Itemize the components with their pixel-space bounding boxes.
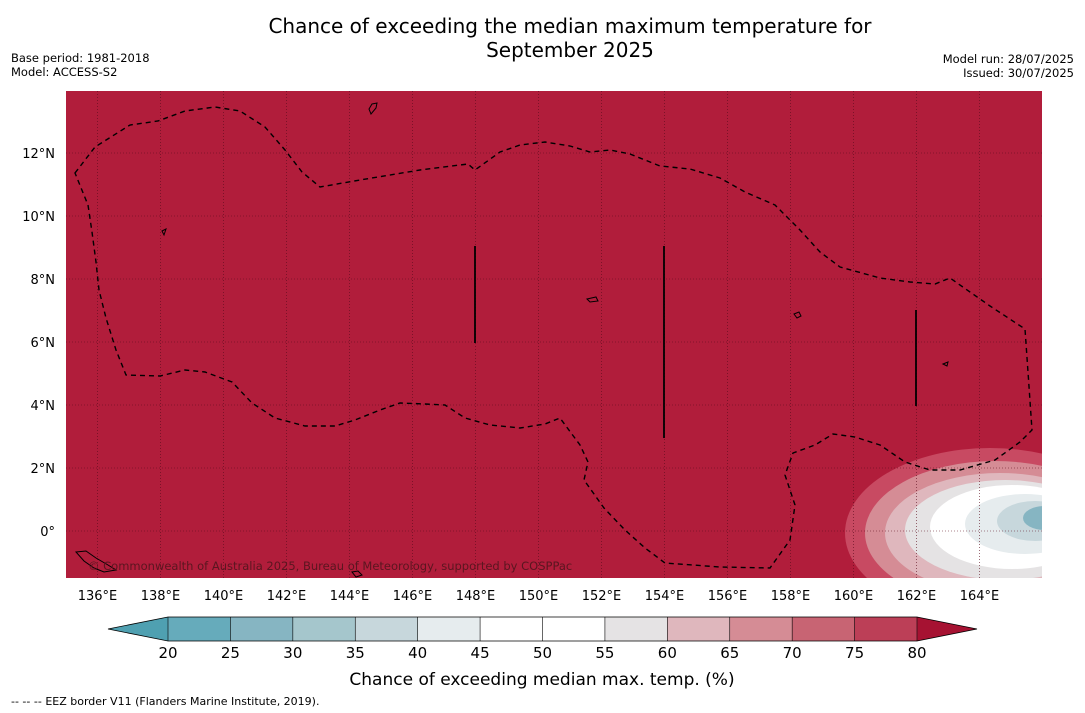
colorbar-tick-label: 30 [283, 644, 302, 662]
lon-tick-label: 136°E [78, 589, 118, 604]
lat-tick-label: 6°N [31, 336, 56, 351]
island-pohnpei [793, 311, 802, 319]
eez-border [74, 106, 1033, 569]
lon-tick-label: 162°E [897, 589, 937, 604]
lat-tick-label: 10°N [22, 210, 55, 225]
lon-tick-label: 160°E [834, 589, 874, 604]
latitude-axis: 12°N 10°N 8°N 6°N 4°N 2°N 0° [22, 147, 55, 540]
colorbar-segment [168, 617, 231, 641]
colorbar-segment [667, 617, 731, 641]
title-line-2: September 2025 [486, 38, 654, 62]
island-new-guinea-tip [74, 550, 118, 573]
issued-label: Issued: 30/07/2025 [963, 66, 1074, 80]
eez-legend-text: EEZ border V11 (Flanders Marine Institut… [45, 695, 320, 708]
lon-tick-label: 150°E [519, 589, 559, 604]
model-run-label: Model run: 28/07/2025 [942, 52, 1074, 66]
colorbar: 20 25 30 35 40 45 50 55 60 65 70 75 80 Chance of exc… [107, 616, 978, 690]
colorbar-tick-label: 45 [471, 644, 490, 662]
colorbar-ticks: 20 25 30 35 40 45 50 55 60 65 70 75 80 [158, 617, 927, 662]
colorbar-tick-label: 40 [408, 644, 427, 662]
colorbar-segment [355, 617, 418, 641]
lon-tick-label: 144°E [330, 589, 370, 604]
island-outlines [74, 102, 949, 578]
lon-tick-label: 142°E [267, 589, 307, 604]
map-title: Chance of exceeding the median maximum t… [200, 14, 940, 62]
colorbar-segment [230, 617, 294, 641]
lon-tick-label: 152°E [582, 589, 622, 604]
colorbar-segment [542, 617, 606, 641]
colorbar-title: Chance of exceeding median max. temp. (%… [349, 670, 734, 690]
colorbar-segment [604, 617, 668, 641]
lat-tick-label: 0° [40, 525, 55, 540]
colorbar-segments [168, 617, 918, 641]
island-chuuk [586, 296, 599, 303]
lon-tick-label: 164°E [960, 589, 1000, 604]
colorbar-tick-label: 80 [907, 644, 926, 662]
island-yap [161, 228, 167, 237]
lon-tick-label: 148°E [456, 589, 496, 604]
meta-left: Base period: 1981-2018 Model: ACCESS-S2 [11, 51, 150, 79]
model-label: Model: ACCESS-S2 [11, 65, 118, 79]
colorbar-tick-label: 20 [158, 644, 177, 662]
lon-tick-label: 138°E [141, 589, 181, 604]
colorbar-over-arrow [917, 617, 977, 641]
colorbar-tick-label: 70 [783, 644, 802, 662]
colorbar-segment [292, 617, 356, 641]
footer-note: -- -- -- EEZ border V11 (Flanders Marine… [11, 695, 319, 708]
island-kosrae [941, 361, 949, 367]
lon-tick-label: 158°E [771, 589, 811, 604]
gridlines [66, 91, 1042, 578]
longitude-axis: 136°E 138°E 140°E 142°E 144°E 146°E 148°E 150°E… [78, 589, 1000, 604]
lat-tick-label: 8°N [31, 273, 56, 288]
colorbar-tick-label: 55 [595, 644, 614, 662]
colorbar-segment [480, 617, 543, 641]
base-period-label: Base period: 1981-2018 [11, 51, 150, 65]
island-guam [368, 102, 378, 115]
colorbar-tick-label: 60 [658, 644, 677, 662]
colorbar-tick-label: 25 [221, 644, 240, 662]
lon-tick-label: 154°E [645, 589, 685, 604]
contour-25 [1023, 506, 1042, 530]
colorbar-tick-label: 65 [720, 644, 739, 662]
anomaly-patch-southeast [845, 448, 1042, 578]
colorbar-segment [417, 617, 481, 641]
lat-tick-label: 12°N [22, 147, 55, 162]
colorbar-tick-label: 75 [845, 644, 864, 662]
colorbar-segment [729, 617, 793, 641]
colorbar-tick-label: 50 [533, 644, 552, 662]
copyright-notice: © Commonwealth of Australia 2025, Bureau… [88, 559, 572, 573]
lat-tick-label: 2°N [31, 462, 56, 477]
colorbar-segment [854, 617, 918, 641]
lon-tick-label: 146°E [393, 589, 433, 604]
colorbar-segment [792, 617, 855, 641]
lat-tick-label: 4°N [31, 399, 56, 414]
lon-tick-label: 140°E [204, 589, 244, 604]
meta-right: Model run: 28/07/2025 Issued: 30/07/2025 [943, 52, 1074, 80]
lon-tick-label: 156°E [708, 589, 748, 604]
colorbar-under-arrow [108, 617, 168, 641]
eez-legend-sample: -- -- -- [11, 695, 42, 708]
map-panel: © Commonwealth of Australia 2025, Bureau… [66, 91, 1042, 578]
title-line-1: Chance of exceeding the median maximum t… [268, 14, 872, 38]
colorbar-tick-label: 35 [346, 644, 365, 662]
date-line-markers [474, 246, 917, 438]
island-manus [351, 570, 363, 578]
